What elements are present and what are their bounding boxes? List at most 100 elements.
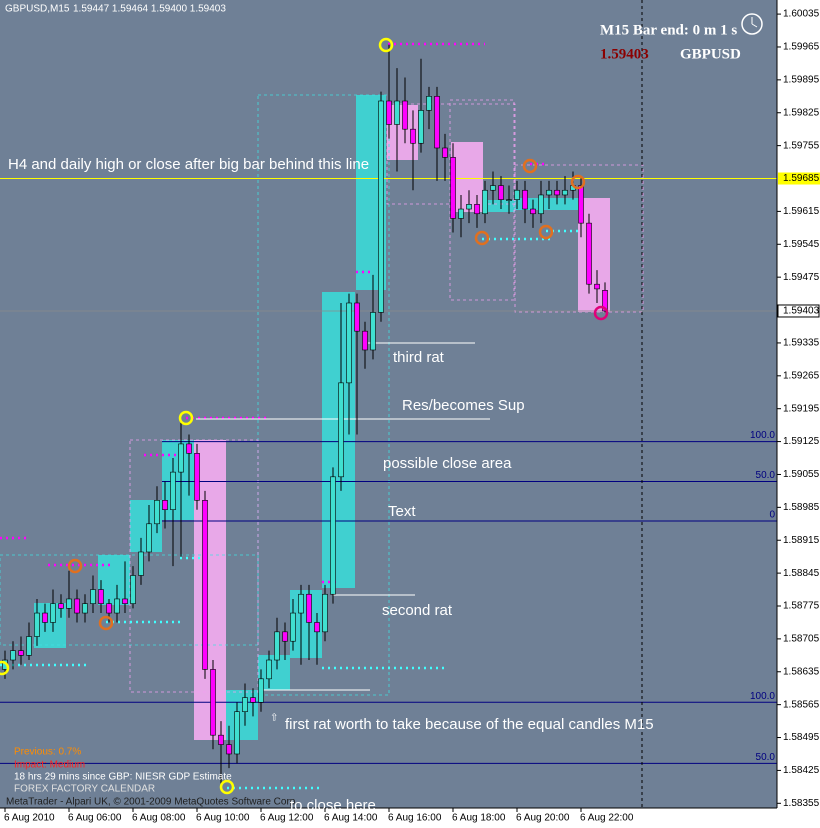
candle-body	[322, 593, 328, 633]
candle-body	[594, 283, 600, 290]
candle-body	[386, 100, 392, 125]
candle-body	[242, 697, 248, 712]
candle-body	[554, 189, 560, 196]
candle-body	[474, 204, 480, 215]
ohlc-label: 1.59447 1.59464 1.59400 1.59403	[73, 4, 226, 15]
y-tick-label: 1.58845	[783, 568, 820, 579]
y-tick-label: 1.58355	[783, 798, 820, 809]
zone-box	[515, 198, 578, 210]
candle-body	[226, 744, 232, 755]
y-tick-label: 1.59335	[783, 338, 820, 349]
candle-body	[250, 697, 256, 703]
candle-body	[266, 659, 272, 680]
candle-body	[586, 222, 592, 285]
candle-body	[506, 199, 512, 201]
arrow-symbol: ⇧	[270, 713, 278, 724]
price-axis	[778, 0, 820, 828]
candle-body	[202, 500, 208, 670]
candle-body	[466, 204, 472, 210]
y-tick-label: 1.58705	[783, 634, 820, 645]
candle-body	[418, 110, 424, 144]
swing-marker	[474, 230, 490, 246]
candle-body	[186, 443, 192, 454]
annotation: Res/becomes Sup	[402, 397, 525, 414]
x-tick-label: 6 Aug 10:00	[196, 813, 250, 824]
candle-body	[10, 650, 16, 661]
candle-body	[42, 612, 48, 623]
calendar-previous: Previous: 0.7%	[14, 747, 81, 758]
candle-body	[74, 598, 80, 614]
x-tick-label: 6 Aug 12:00	[260, 813, 314, 824]
annotation: third rat	[393, 349, 445, 366]
candle-body	[210, 669, 216, 736]
y-tick-label: 1.58635	[783, 666, 820, 677]
candle-body	[138, 551, 144, 576]
x-tick-label: 6 Aug 08:00	[132, 813, 186, 824]
x-tick-label: 6 Aug 2010	[4, 813, 55, 824]
y-tick-label: 1.58985	[783, 502, 820, 513]
candle-body	[426, 96, 432, 111]
candle-body	[258, 678, 264, 703]
candle-body	[482, 189, 488, 215]
zone-outline	[129, 439, 259, 693]
candle-body	[106, 603, 112, 614]
fib-level-label: 50.0	[756, 752, 776, 763]
candle-body	[114, 598, 120, 614]
y-tick-label: 1.58495	[783, 732, 820, 743]
candle-body	[442, 147, 448, 158]
candle-body	[314, 622, 320, 633]
candle-body	[458, 208, 464, 219]
candle-body	[122, 598, 128, 604]
candle-body	[530, 208, 536, 215]
candle-body	[578, 185, 584, 224]
candle-body	[410, 128, 416, 144]
fib-level-label: 100.0	[750, 691, 775, 702]
candle-body	[218, 734, 224, 745]
candle-body	[490, 185, 496, 191]
calendar-since: 18 hrs 29 mins since GBP: NIESR GDP Esti…	[14, 772, 232, 783]
calendar-impact: Impact: Medium	[14, 760, 85, 771]
calendar-source: FOREX FACTORY CALENDAR	[14, 784, 155, 795]
candle-body	[434, 96, 440, 149]
annotation: Text	[388, 503, 416, 520]
annotation: first rat worth to take because of the e…	[285, 716, 654, 733]
y-tick-label: 1.59265	[783, 370, 820, 381]
y-tick-label: 1.58565	[783, 699, 820, 710]
candle-body	[170, 471, 176, 510]
y-tick-label: 1.59545	[783, 239, 820, 250]
fib-level-label: 100.0	[750, 430, 775, 441]
candle-body	[338, 382, 344, 478]
bid-price: 1.59403	[600, 46, 649, 62]
time-axis	[0, 809, 778, 828]
x-tick-label: 6 Aug 06:00	[68, 813, 122, 824]
candle-body	[194, 453, 200, 501]
hline-label-box	[778, 172, 820, 185]
candle-body	[178, 443, 184, 473]
y-tick-label: 1.58425	[783, 765, 820, 776]
x-tick-label: 6 Aug 14:00	[324, 813, 378, 824]
candle-body	[362, 330, 368, 351]
y-tick-label: 1.59965	[783, 42, 820, 53]
zone-outline	[449, 99, 515, 301]
candle-body	[298, 593, 304, 614]
candle-body	[370, 312, 376, 351]
candle-body	[522, 189, 528, 210]
candle-body	[50, 603, 56, 623]
fib-level-label: 0	[769, 510, 775, 521]
swing-marker	[98, 615, 114, 631]
zone-outline	[514, 164, 644, 313]
candle-body	[58, 603, 64, 609]
x-tick-label: 6 Aug 16:00	[388, 813, 442, 824]
x-tick-label: 6 Aug 20:00	[516, 813, 570, 824]
candle-body	[282, 631, 288, 642]
y-tick-label: 1.58775	[783, 601, 820, 612]
y-tick-label: 1.59895	[783, 75, 820, 86]
zone-box	[484, 200, 515, 212]
last-price-label: 1.59403	[783, 306, 820, 317]
pair-name: GBPUSD	[680, 46, 741, 62]
symbol: GBPUSD,M15	[5, 4, 70, 15]
candle-body	[450, 157, 456, 219]
candle-body	[18, 650, 24, 656]
candle-body	[274, 631, 280, 661]
